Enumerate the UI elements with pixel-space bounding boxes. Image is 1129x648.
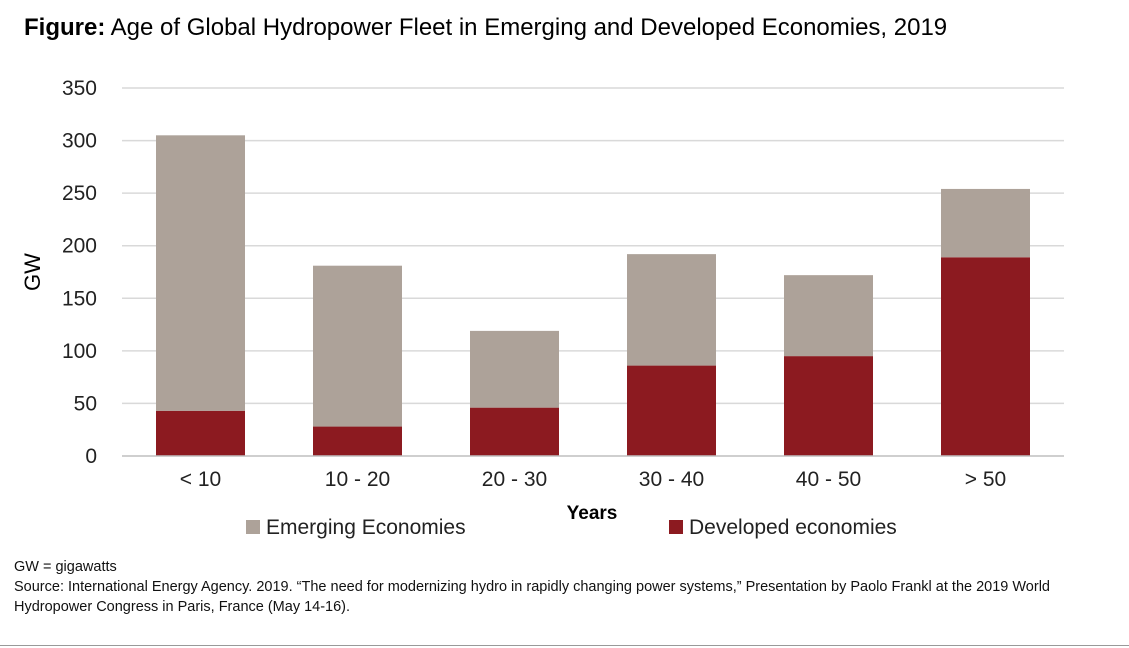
figure-title-lead: Figure: — [24, 14, 106, 41]
bar-segment-emerging — [784, 275, 873, 357]
gridlines — [122, 87, 1064, 405]
x-tick-label: 10 - 20 — [325, 468, 390, 491]
bar-segment-emerging — [156, 135, 245, 411]
y-axis-title: GW — [20, 253, 45, 291]
bar-segment-developed — [784, 356, 873, 456]
bar-segment-emerging — [470, 330, 559, 408]
y-tick-label: 350 — [62, 77, 97, 100]
x-tick-label: < 10 — [180, 468, 221, 491]
y-tick-label: 200 — [62, 235, 97, 258]
legend: Emerging Economies Developed economies — [246, 516, 897, 539]
y-tick-label: 300 — [62, 130, 97, 153]
y-tick-label: 0 — [85, 445, 97, 468]
legend-label: Developed economies — [689, 516, 897, 539]
bar-segment-developed — [156, 410, 245, 456]
x-tick-label: 20 - 30 — [482, 468, 547, 491]
axes: 0 50 100 150 200 250 300 350 < 10 10 - 20 20 - 30 3… — [62, 77, 1064, 491]
bottom-divider — [0, 645, 1129, 646]
y-tick-label: 150 — [62, 287, 97, 310]
legend-label: Emerging Economies — [266, 516, 466, 539]
bar-segment-emerging — [313, 265, 402, 427]
y-tick-label: 100 — [62, 340, 97, 363]
x-tick-label: > 50 — [965, 468, 1006, 491]
bars — [156, 135, 1030, 456]
bar-segment-emerging — [627, 254, 716, 366]
x-tick-label: 40 - 50 — [796, 468, 861, 491]
y-tick-label: 50 — [74, 392, 97, 415]
bar-segment-developed — [627, 365, 716, 456]
stacked-bar-chart: 0 50 100 150 200 250 300 350 < 10 10 - 20 20 - 30 3… — [20, 77, 1064, 539]
x-axis-title: Years — [567, 503, 618, 524]
figure-title-text: Age of Global Hydropower Fleet in Emergi… — [110, 14, 948, 41]
figure-notes: GW = gigawatts Source: International Ene… — [14, 557, 1114, 617]
legend-swatch — [669, 520, 683, 534]
bar-segment-emerging — [941, 188, 1030, 258]
bar-segment-developed — [470, 407, 559, 456]
bar-segment-developed — [313, 426, 402, 456]
legend-swatch — [246, 520, 260, 534]
abbreviation-note: GW = gigawatts — [14, 559, 117, 575]
x-tick-label: 30 - 40 — [639, 468, 704, 491]
y-tick-label: 250 — [62, 182, 97, 205]
source-note: Source: International Energy Agency. 201… — [14, 579, 1050, 615]
figure-title: Figure: Age of Global Hydropower Fleet i… — [24, 14, 947, 42]
bar-segment-developed — [941, 257, 1030, 456]
